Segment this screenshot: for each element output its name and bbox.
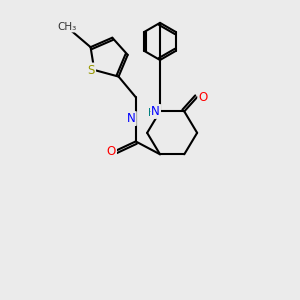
Text: H: H	[148, 108, 155, 118]
Text: O: O	[107, 145, 116, 158]
Text: S: S	[88, 64, 95, 76]
Text: CH₃: CH₃	[58, 22, 77, 32]
Text: N: N	[127, 112, 136, 125]
Text: N: N	[151, 105, 160, 118]
Text: O: O	[198, 91, 208, 103]
